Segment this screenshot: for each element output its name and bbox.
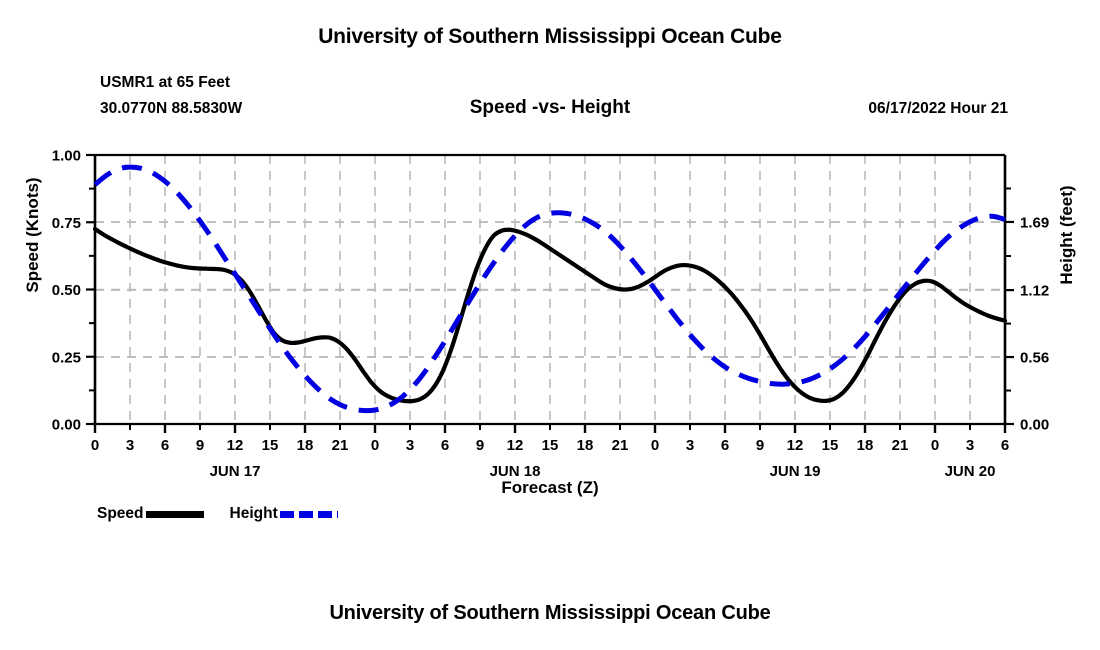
x-tick-label: 6	[161, 437, 169, 454]
x-tick-label: 6	[721, 437, 729, 454]
x-tick-label: 18	[577, 437, 594, 454]
datestamp-label: 06/17/2022 Hour 21	[868, 100, 1008, 117]
x-tick-label: 12	[227, 437, 244, 454]
legend-label-speed: Speed	[97, 505, 144, 522]
series-line-speed	[92, 226, 1008, 404]
x-axis-day-label: JUN 18	[490, 463, 541, 480]
x-tick-label: 21	[612, 437, 629, 454]
legend-swatch-speed-line	[145, 510, 204, 518]
x-tick-label: 15	[822, 437, 839, 454]
page-title-bottom: University of Southern Mississippi Ocean…	[329, 602, 771, 624]
page-title-top: University of Southern Mississippi Ocean…	[318, 25, 782, 48]
x-tick-label: 18	[857, 437, 874, 454]
x-tick-label: 3	[406, 437, 414, 454]
chart-subtitle: Speed -vs- Height	[469, 97, 631, 118]
chart-legend: Speed Height	[97, 505, 338, 523]
x-tick-label: 3	[966, 437, 974, 454]
x-tick-label: 12	[507, 437, 524, 454]
x-tick-label: 6	[1001, 437, 1009, 454]
x-tick-label: 3	[686, 437, 694, 454]
y-tick-label-left: 0.50	[52, 282, 81, 299]
x-tick-label: 9	[476, 437, 484, 454]
x-axis-day-label: JUN 17	[210, 463, 261, 480]
x-tick-label: 18	[297, 437, 314, 454]
y-tick-label-left: 1.00	[52, 148, 81, 165]
x-tick-label: 6	[441, 437, 449, 454]
y-tick-label-left: 0.00	[52, 417, 81, 434]
y-tick-label-left: 0.75	[52, 215, 81, 232]
x-tick-label: 0	[371, 437, 379, 454]
x-tick-label: 9	[196, 437, 204, 454]
y-tick-label-left: 0.25	[52, 349, 81, 366]
y-tick-label-right: 0.00	[1020, 417, 1049, 434]
y-tick-label-right: 1.69	[1020, 214, 1049, 231]
legend-label-height: Height	[229, 505, 278, 522]
coordinates-label: 30.0770N 88.5830W	[100, 100, 243, 117]
x-tick-label: 3	[126, 437, 134, 454]
legend-swatch-height-line	[279, 510, 338, 518]
station-label: USMR1 at 65 Feet	[100, 74, 231, 91]
x-tick-label: 15	[542, 437, 559, 454]
y-tick-label-right: 1.12	[1020, 283, 1049, 300]
x-axis-day-label: JUN 19	[770, 463, 821, 480]
x-axis-day-label: JUN 20	[945, 463, 996, 480]
x-tick-label: 0	[651, 437, 659, 454]
x-axis-label: Forecast (Z)	[501, 478, 599, 497]
x-tick-label: 9	[756, 437, 764, 454]
x-tick-label: 0	[91, 437, 99, 454]
x-tick-label: 15	[262, 437, 279, 454]
x-tick-label: 21	[892, 437, 909, 454]
x-tick-label: 12	[787, 437, 804, 454]
x-tick-label: 0	[931, 437, 939, 454]
y-tick-label-right: 0.56	[1020, 350, 1049, 367]
x-tick-label: 21	[332, 437, 349, 454]
